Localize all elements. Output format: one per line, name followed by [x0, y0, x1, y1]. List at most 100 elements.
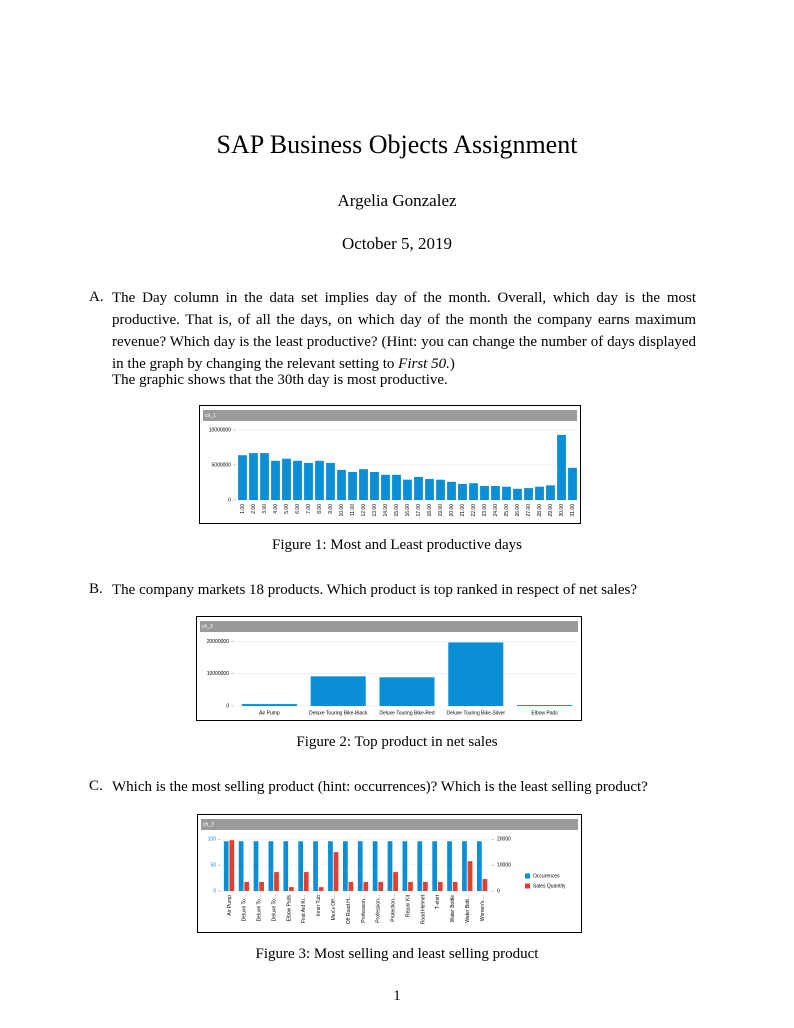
bar	[417, 841, 423, 891]
y-tick-label: 5000000	[212, 462, 232, 468]
x-tick-label: 4.00	[273, 504, 279, 514]
bar	[359, 469, 368, 500]
x-tick-label: 30.00	[559, 504, 565, 517]
chart: ch_3 0 50 100 0 10000 20000 Air Pump Deluxe To..…	[201, 819, 578, 924]
bar	[318, 887, 324, 891]
x-tick-label: 7.00	[306, 504, 312, 514]
item-label: C.	[89, 778, 103, 794]
bar	[393, 872, 398, 891]
bar	[229, 840, 235, 891]
bar	[432, 841, 438, 891]
x-tick-label: 14.00	[383, 504, 389, 517]
bar	[223, 841, 229, 891]
x-tick-label: 5.00	[284, 504, 290, 514]
x-tick-label: Elbow Pads	[531, 710, 558, 716]
x-tick-label: 1.00	[240, 504, 246, 514]
x-tick-label: Off Road H...	[346, 895, 352, 924]
x-tick-label: 31.00	[570, 504, 576, 517]
y-tick-label: 50	[210, 862, 216, 868]
bar	[337, 469, 346, 500]
legend-label: Sales Quantity	[533, 883, 566, 889]
x-tick-label: 20.00	[449, 504, 455, 517]
bar	[437, 881, 443, 891]
bar	[304, 462, 313, 500]
bar	[482, 879, 488, 891]
caption: Figure 3: Most selling and least selling…	[255, 946, 539, 962]
bar	[379, 677, 435, 706]
legend-swatch	[525, 883, 530, 889]
bar	[436, 479, 445, 500]
x-tick-label: 16.00	[405, 504, 411, 517]
bar	[448, 642, 504, 706]
bar	[535, 486, 544, 500]
x-tick-label: Men's Off...	[331, 895, 337, 920]
x-tick-label: Repair Kit	[405, 894, 411, 917]
x-tick-label: Deluxe Touring Bike-Silver	[447, 710, 506, 716]
bar	[403, 479, 412, 500]
x-tick-label: 25.00	[504, 504, 510, 517]
bar	[310, 676, 366, 706]
chart-header	[200, 621, 578, 632]
bar	[271, 460, 280, 500]
y-tick-label: 10000000	[209, 427, 231, 433]
bar	[370, 472, 379, 500]
bar	[408, 881, 413, 891]
y-tick-label: 0	[213, 888, 216, 894]
x-tick-label: 28.00	[537, 504, 543, 517]
bar	[392, 474, 401, 500]
bar	[342, 841, 348, 891]
x-tick-label: Deluxe To...	[242, 895, 248, 921]
x-tick-label: 6.00	[295, 504, 301, 514]
x-tick-label: 15.00	[394, 504, 400, 517]
bar	[524, 488, 533, 500]
x-tick-label: 18.00	[427, 504, 433, 517]
bar	[268, 841, 274, 891]
legend-label: Occurences	[533, 873, 560, 879]
bar	[425, 479, 434, 500]
bar	[244, 881, 250, 891]
bar	[546, 485, 555, 500]
x-tick-label: Deluxe Touring Bike-Black	[309, 710, 368, 716]
bar	[452, 881, 458, 891]
bar	[333, 852, 339, 891]
x-tick-label: 23.00	[482, 504, 488, 517]
bar	[447, 481, 456, 500]
bar	[414, 476, 423, 500]
x-tick-label: Protection...	[391, 895, 397, 922]
item-label: B.	[89, 581, 103, 597]
caption: Figure 1: Most and Least productive days	[272, 537, 522, 553]
y-tick-label: 100	[208, 837, 217, 843]
bar	[363, 881, 369, 891]
bar	[513, 488, 522, 500]
x-tick-label: Air Pump	[227, 895, 233, 916]
bar	[249, 453, 258, 500]
x-tick-label: 11.00	[350, 504, 356, 516]
x-tick-label: Air Pump	[259, 710, 280, 716]
x-tick-label: Deluxe To...	[271, 895, 277, 921]
x-tick-label: 12.00	[361, 504, 367, 517]
question: Which is the most selling product (hint:…	[112, 779, 648, 795]
question-end: )	[449, 356, 455, 372]
title: SAP Business Objects Assignment	[216, 130, 578, 159]
bar	[378, 881, 384, 891]
chart: ch_1 0 5000000 10000000 1.00 2.00 3.00 4.00 5.00…	[203, 410, 578, 517]
x-tick-label: T-shirt	[435, 894, 441, 909]
y2-tick-label: 0	[497, 888, 500, 894]
chart-title: ch_3	[203, 822, 214, 828]
caption: Figure 2: Top product in net sales	[296, 734, 498, 750]
bar	[326, 462, 335, 500]
bar	[467, 861, 473, 891]
emphasis: First 50.	[398, 356, 450, 372]
x-tick-label: 9.00	[328, 504, 334, 514]
bar	[241, 704, 297, 706]
chart: ch_2 0 10000000 20000000 Air Pump Deluxe Tour…	[200, 621, 579, 716]
bar	[372, 841, 378, 891]
bar	[357, 841, 363, 891]
bar	[476, 841, 482, 891]
bar	[238, 841, 244, 891]
y-tick-label: 10000000	[207, 671, 229, 677]
x-tick-label: Women's ...	[480, 895, 486, 921]
bar	[253, 841, 259, 891]
chart-header	[203, 410, 577, 421]
